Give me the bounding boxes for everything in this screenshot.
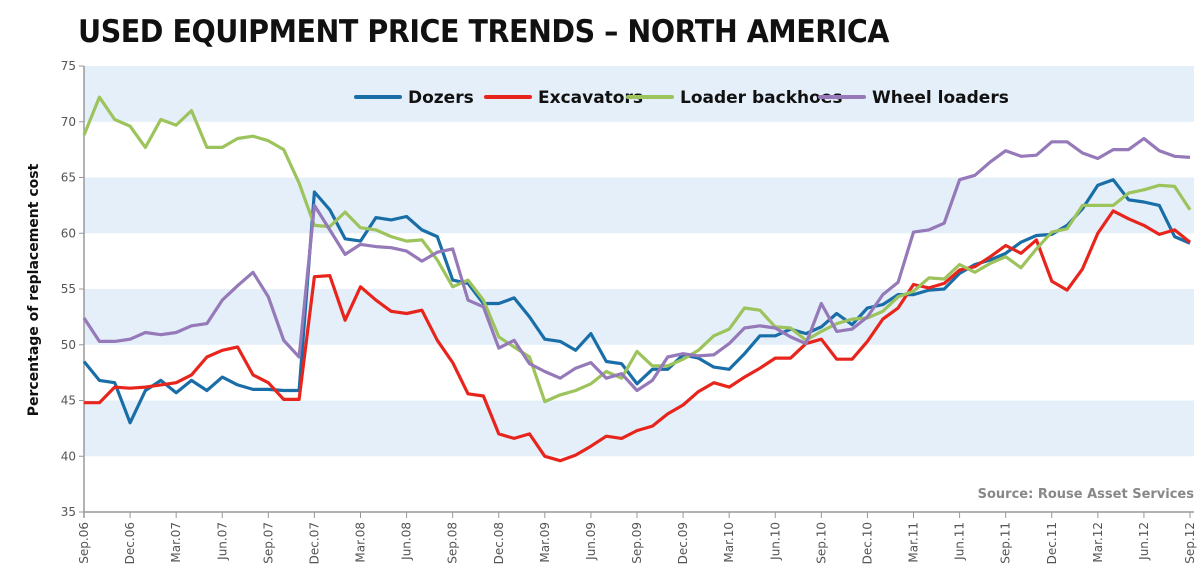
y-tick-label: 75 [61,59,76,73]
series-line-wheel-loaders [82,136,1191,393]
x-tick-label: Mar.11 [907,522,921,563]
legend-label: Dozers [408,88,474,108]
y-tick-label: 40 [61,449,76,463]
x-tick-label: Sep.07 [261,522,275,564]
source-note: Source: Rouse Asset Services [978,487,1195,502]
x-tick-label: Sep.10 [814,522,828,564]
x-tick-label: Mar.08 [354,522,368,563]
y-axis: 35 40 45 50 55 60 65 70 75 [61,59,85,519]
x-tick-label: Jun.08 [400,522,414,561]
series-line-loader-backhoes [82,95,1192,404]
x-tick-label: Jun.07 [215,522,229,561]
grid-band [84,66,1194,122]
y-tick-label: 60 [61,226,76,240]
grid-band [84,177,1194,234]
y-tick-label: 45 [61,394,76,408]
x-tick-label: Dec.10 [860,522,874,564]
x-tick-label: Dec.11 [1045,522,1059,564]
series-line-excavators [84,209,1191,463]
legend-label: Wheel loaders [872,88,1009,108]
legend-label: Loader backhoes [680,88,842,108]
x-tick-label: Sep.12 [1183,522,1197,564]
x-tick-label: Dec.08 [492,522,506,564]
x-tick-label: Dec.09 [676,522,690,564]
legend-label: Excavators [538,88,643,108]
x-tick-label: Sep.11 [999,522,1013,564]
x-tick-label: Mar.07 [169,522,183,563]
x-tick-label: Mar.12 [1091,522,1105,563]
x-tick-label: Sep.06 [77,522,91,564]
chart-title: USED EQUIPMENT PRICE TRENDS – NORTH AMER… [78,14,889,50]
y-tick-label: 50 [61,338,76,352]
grid-band [84,289,1194,345]
y-tick-label: 35 [61,505,76,519]
x-tick-label: Mar.10 [722,522,736,563]
x-tick-label: Dec.07 [307,522,321,564]
x-tick-label: Sep.09 [630,522,644,564]
x-tick-label: Jun.09 [584,522,598,561]
y-axis-label: Percentage of replacement cost [26,163,42,416]
x-tick-label: Mar.09 [538,522,552,563]
x-tick-label: Sep.08 [446,522,460,564]
x-tick-label: Jun.11 [953,522,967,561]
x-tick-label: Jun.10 [768,522,782,561]
x-tick-label: Dec.06 [123,522,137,564]
y-tick-label: 70 [61,115,76,129]
y-tick-label: 55 [61,282,76,296]
y-tick-label: 65 [61,171,76,185]
legend: Dozers Excavators Loader backhoes Wheel loa… [354,88,1009,108]
x-tick-label: Jun.12 [1137,522,1151,561]
series-lines [82,95,1192,463]
x-axis: Sep.06 Dec.06 Mar.07 Jun.07 Sep.07 Dec.07 Mar.… [77,511,1197,564]
series-line-dozers [82,178,1191,425]
